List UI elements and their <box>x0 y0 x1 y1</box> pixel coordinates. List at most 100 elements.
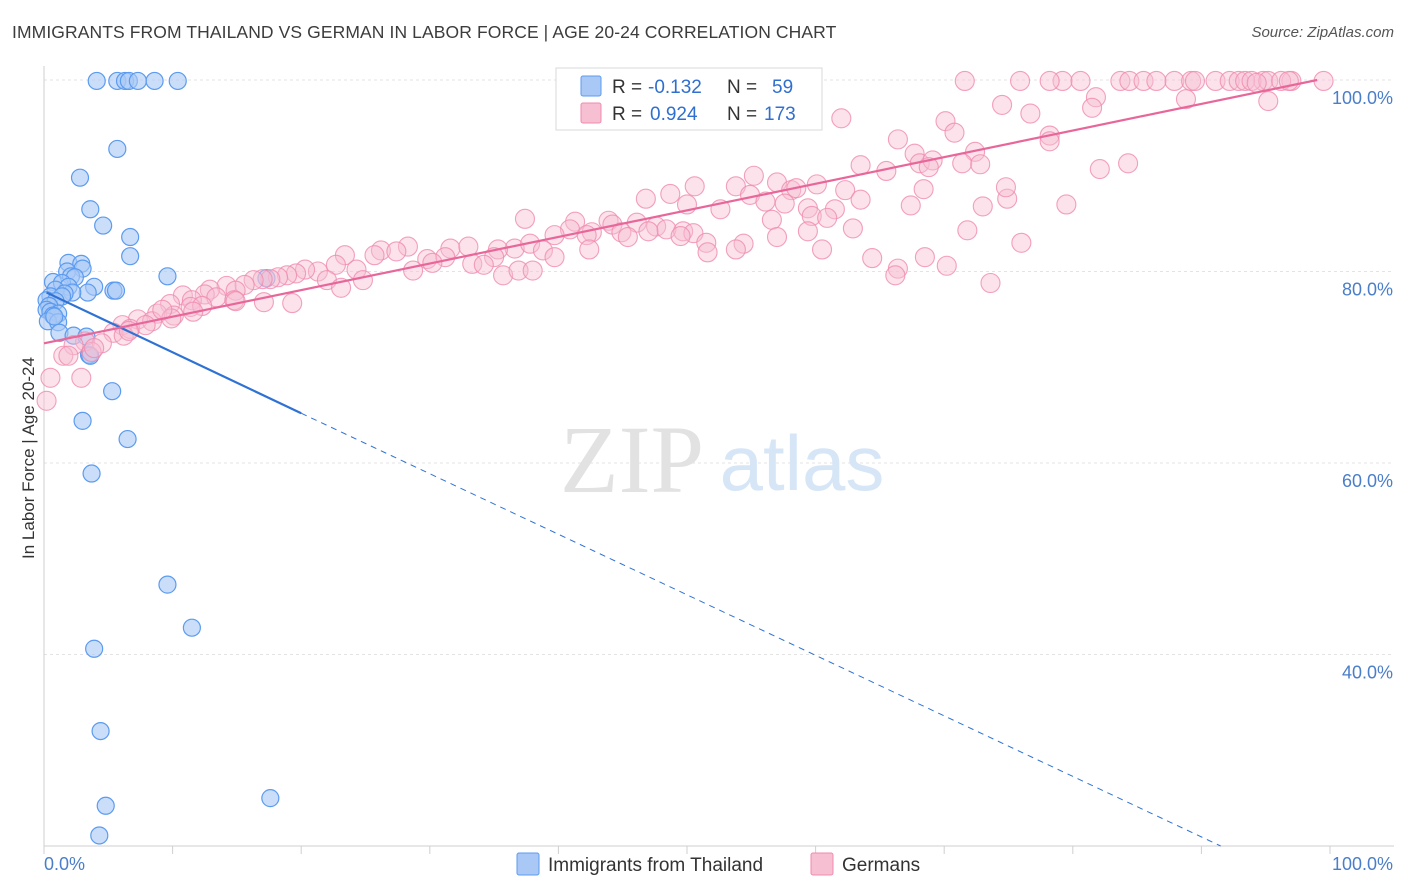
legend: R = -0.132 N = 59 R = 0.924 N = 173 <box>555 67 823 131</box>
data-point-germans <box>755 191 776 212</box>
data-point-thailand <box>85 639 104 658</box>
data-point-thailand <box>121 247 140 266</box>
data-point-thailand <box>103 382 122 401</box>
data-point-germans <box>936 255 957 276</box>
data-point-germans <box>282 293 303 314</box>
bottom-legend-label-1: Germans <box>842 855 920 876</box>
data-point-germans <box>1039 70 1060 92</box>
legend-r-value-0: -0.132 <box>648 77 702 98</box>
data-point-germans <box>954 70 975 92</box>
data-point-germans <box>635 188 656 209</box>
data-point-thailand <box>106 281 126 300</box>
series-immigrants-from-thailand <box>37 71 280 845</box>
data-point-germans <box>992 94 1013 115</box>
watermark-zip: ZIP <box>560 406 704 513</box>
data-point-germans <box>1175 89 1197 110</box>
data-point-germans <box>970 154 991 175</box>
data-point-germans <box>1085 87 1106 108</box>
data-point-germans <box>71 367 92 388</box>
data-point-germans <box>766 226 788 248</box>
data-point-germans <box>913 179 934 200</box>
data-point-thailand <box>78 283 97 302</box>
data-point-thailand <box>158 575 177 594</box>
data-point-germans <box>243 270 264 291</box>
data-point-germans <box>1082 97 1103 118</box>
data-point-germans <box>508 260 529 281</box>
data-point-germans <box>801 205 822 227</box>
legend-swatch-pink <box>580 102 602 124</box>
data-point-germans <box>1246 72 1267 93</box>
legend-r-label-1: R = <box>612 104 642 125</box>
data-point-germans <box>473 254 494 275</box>
y-tick-label: 80.0% <box>1342 280 1393 300</box>
data-point-germans <box>544 247 565 268</box>
legend-r-value-1: 0.924 <box>650 104 698 125</box>
legend-n-value-0: 59 <box>772 77 793 98</box>
legend-r-label-0: R = <box>612 77 642 98</box>
data-point-thailand <box>96 796 115 815</box>
data-point-germans <box>1164 70 1185 92</box>
data-point-thailand <box>121 227 140 247</box>
bottom-legend-swatch-pink <box>810 852 834 876</box>
chart-title: IMMIGRANTS FROM THAILAND VS GERMAN IN LA… <box>12 22 837 42</box>
y-tick-label: 100.0% <box>1332 88 1393 108</box>
data-point-germans <box>260 269 281 290</box>
data-point-germans <box>887 129 908 150</box>
y-axis-title: In Labor Force | Age 20-24 <box>19 357 38 559</box>
data-point-germans <box>824 199 845 220</box>
bottom-legend-swatch-blue <box>516 852 540 876</box>
x-tick-label: 100.0% <box>1332 854 1393 874</box>
data-point-germans <box>957 220 978 241</box>
data-point-germans <box>135 315 156 336</box>
data-point-thailand <box>261 789 280 808</box>
data-point-germans <box>514 208 536 229</box>
data-point-germans <box>225 291 246 312</box>
legend-n-label-0: N = <box>727 77 757 98</box>
data-point-germans <box>725 239 746 260</box>
data-point-germans <box>1119 70 1140 92</box>
data-point-germans <box>1011 232 1032 253</box>
trend-line-germans <box>43 78 1318 345</box>
data-point-germans <box>63 335 84 356</box>
data-point-germans <box>1020 103 1041 124</box>
data-point-germans <box>914 247 935 268</box>
source-label: Source: ZipAtlas.com <box>1251 24 1394 41</box>
bottom-legend-label-0: Immigrants from Thailand <box>548 855 763 876</box>
trend-line-thailand <box>46 291 302 415</box>
legend-n-label-1: N = <box>727 104 757 125</box>
data-point-thailand <box>45 307 64 326</box>
bottom-legend: Immigrants from Thailand Germans <box>516 852 920 876</box>
y-tick-label: 60.0% <box>1342 471 1393 491</box>
legend-swatch-blue <box>580 75 602 97</box>
data-point-germans <box>900 195 921 216</box>
data-point-germans <box>325 254 346 275</box>
trend-line-thailand-extension <box>300 412 1221 847</box>
data-point-thailand <box>182 618 201 637</box>
data-point-germans <box>1070 70 1091 92</box>
data-point-germans <box>386 241 407 262</box>
data-point-germans <box>81 341 102 362</box>
data-point-thailand <box>108 139 127 159</box>
data-point-germans <box>617 226 638 248</box>
data-point-germans <box>364 245 385 266</box>
data-point-germans <box>1146 70 1167 92</box>
data-point-germans <box>670 226 691 247</box>
data-point-germans <box>579 239 600 260</box>
data-point-germans <box>84 338 105 359</box>
data-point-thailand <box>91 721 110 741</box>
data-point-germans <box>797 221 818 242</box>
trend-lines <box>43 78 1318 847</box>
data-point-germans <box>995 177 1016 198</box>
tick-labels: 40.0% 60.0% 80.0% 100.0% 0.0% 100.0% <box>44 88 1393 874</box>
data-point-germans <box>972 196 993 217</box>
data-point-germans <box>1056 194 1077 215</box>
data-point-thailand <box>145 71 164 91</box>
data-point-germans <box>403 260 424 281</box>
data-point-germans <box>842 218 863 239</box>
data-point-germans <box>660 183 681 204</box>
data-point-germans <box>638 221 659 242</box>
data-point-thailand <box>168 71 187 91</box>
data-point-thailand <box>90 826 109 845</box>
data-point-germans <box>835 180 856 201</box>
data-point-thailand <box>70 168 90 187</box>
